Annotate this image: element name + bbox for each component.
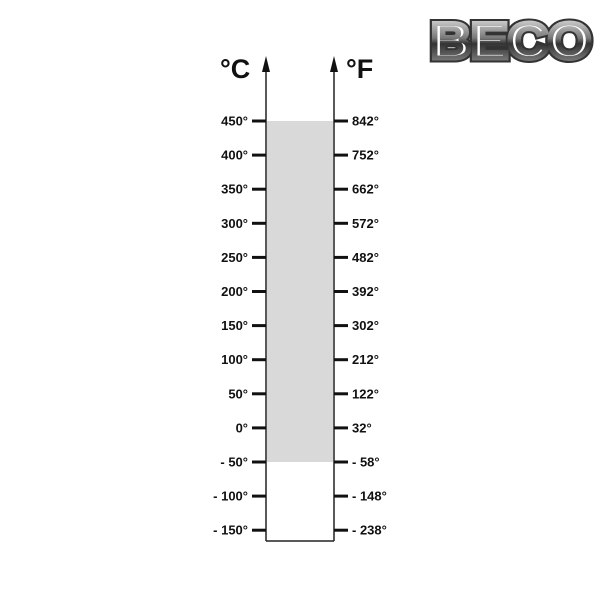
fahrenheit-label: 752° <box>352 148 379 163</box>
fahrenheit-label: - 148° <box>352 489 387 504</box>
celsius-label: - 50° <box>220 455 248 470</box>
celsius-label: 450° <box>221 114 248 129</box>
logo-outline: BECO <box>431 13 591 69</box>
logo-text: BECO <box>431 13 591 69</box>
fahrenheit-label: 572° <box>352 216 379 231</box>
fahrenheit-label: 392° <box>352 284 379 299</box>
celsius-label: 150° <box>221 318 248 333</box>
fahrenheit-label: 302° <box>352 318 379 333</box>
celsius-arrow-icon <box>262 56 270 72</box>
celsius-label: - 150° <box>213 523 248 538</box>
beco-logo: BECO BECO <box>427 9 596 74</box>
celsius-unit: °C <box>220 54 250 84</box>
celsius-label: 300° <box>221 216 248 231</box>
celsius-label: 250° <box>221 250 248 265</box>
fahrenheit-arrow-icon <box>330 56 338 72</box>
celsius-label: 100° <box>221 352 248 367</box>
fahrenheit-label: 122° <box>352 386 379 401</box>
fahrenheit-label: 32° <box>352 420 372 435</box>
operating-range-fill <box>267 121 333 462</box>
celsius-label: 50° <box>228 386 248 401</box>
fahrenheit-label: 662° <box>352 182 379 197</box>
fahrenheit-label: 212° <box>352 352 379 367</box>
celsius-label: 350° <box>221 182 248 197</box>
fahrenheit-unit: °F <box>346 54 373 84</box>
fahrenheit-label: 842° <box>352 114 379 129</box>
celsius-label: 0° <box>236 420 248 435</box>
fahrenheit-label: - 58° <box>352 455 380 470</box>
celsius-label: 200° <box>221 284 248 299</box>
celsius-label: - 100° <box>213 489 248 504</box>
fahrenheit-label: - 238° <box>352 523 387 538</box>
celsius-label: 400° <box>221 148 248 163</box>
fahrenheit-label: 482° <box>352 250 379 265</box>
